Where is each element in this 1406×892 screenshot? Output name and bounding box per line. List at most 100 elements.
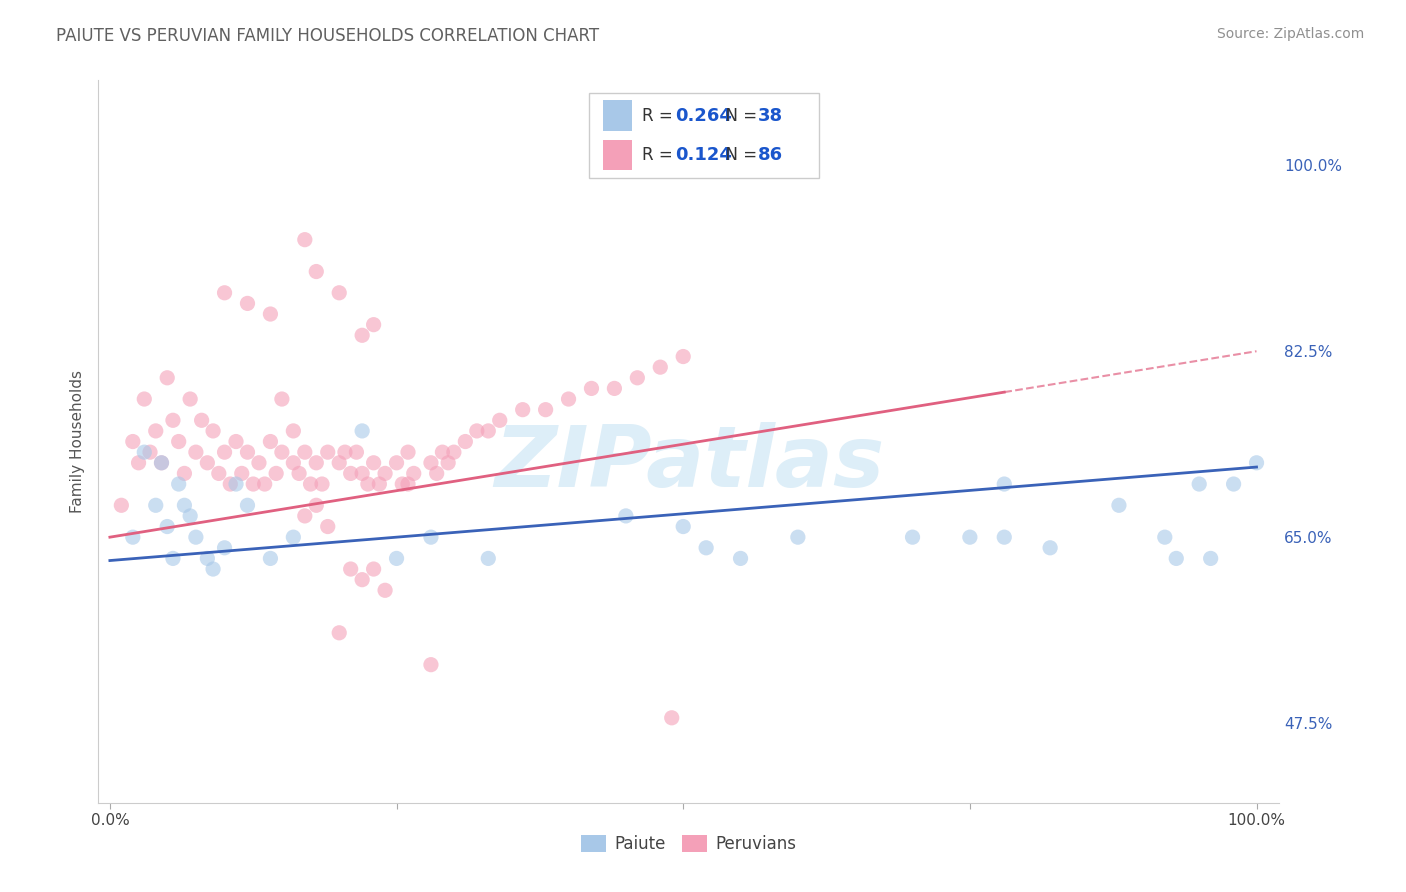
Point (581, 381, 603, 395)
Point (236, 445, 259, 459)
Point (465, 424, 488, 438)
Point (512, 402, 534, 417)
Point (219, 477, 242, 491)
Text: 0.264: 0.264 (675, 106, 731, 125)
Point (352, 573, 374, 587)
Point (305, 456, 328, 470)
Point (247, 456, 270, 470)
Point (661, 711, 683, 725)
Point (316, 519, 339, 533)
Point (202, 562, 225, 576)
Point (786, 530, 808, 544)
Point (402, 467, 425, 481)
Point (695, 541, 717, 555)
Text: 86: 86 (758, 145, 783, 164)
Y-axis label: Family Households: Family Households (69, 370, 84, 513)
Point (253, 477, 276, 491)
Point (534, 402, 557, 417)
Legend: Paiute, Peruvians: Paiute, Peruvians (575, 828, 803, 860)
Point (173, 498, 195, 512)
Point (150, 456, 173, 470)
Point (603, 381, 626, 395)
Point (443, 445, 465, 459)
Point (294, 445, 316, 459)
Point (214, 541, 236, 555)
Point (184, 445, 207, 459)
Text: R =: R = (641, 145, 678, 164)
Point (477, 551, 499, 566)
Point (374, 467, 396, 481)
Point (344, 445, 367, 459)
Point (121, 530, 143, 544)
Point (305, 264, 328, 278)
Point (195, 456, 218, 470)
Point (202, 424, 225, 438)
Point (352, 424, 374, 438)
Point (270, 445, 292, 459)
Point (339, 467, 361, 481)
Point (993, 530, 1015, 544)
Text: N =: N = (714, 106, 762, 125)
Point (208, 467, 231, 481)
Point (128, 456, 150, 470)
Point (1188, 477, 1211, 491)
Point (328, 285, 350, 300)
Point (134, 392, 156, 406)
Point (294, 233, 316, 247)
Point (134, 445, 156, 459)
Text: R =: R = (641, 106, 678, 125)
Point (1246, 456, 1268, 470)
Point (195, 551, 218, 566)
Point (214, 285, 236, 300)
Point (167, 477, 190, 491)
Point (477, 424, 499, 438)
Point (396, 477, 419, 491)
Point (184, 530, 207, 544)
Point (299, 477, 322, 491)
Point (283, 456, 305, 470)
Point (231, 467, 253, 481)
Point (626, 371, 648, 385)
Point (110, 498, 132, 512)
Point (225, 477, 247, 491)
Point (121, 434, 143, 449)
Point (352, 467, 374, 481)
Point (437, 456, 460, 470)
Point (1199, 551, 1222, 566)
Point (432, 445, 454, 459)
Text: 38: 38 (758, 106, 783, 125)
Point (242, 477, 264, 491)
Point (374, 583, 396, 598)
Point (179, 508, 201, 523)
Point (162, 551, 184, 566)
Point (901, 530, 924, 544)
FancyBboxPatch shape (589, 93, 818, 178)
Point (391, 477, 413, 491)
Point (959, 530, 981, 544)
Point (156, 519, 179, 533)
Point (264, 467, 287, 481)
Point (488, 413, 510, 427)
Point (150, 456, 173, 470)
Point (1166, 551, 1188, 566)
Point (385, 456, 408, 470)
Point (214, 445, 236, 459)
FancyBboxPatch shape (603, 140, 633, 170)
Point (311, 477, 333, 491)
Point (993, 477, 1015, 491)
Point (316, 445, 339, 459)
Point (420, 456, 443, 470)
Point (179, 392, 201, 406)
Point (259, 434, 281, 449)
Point (145, 424, 167, 438)
Point (363, 456, 385, 470)
Point (305, 498, 328, 512)
Point (167, 434, 190, 449)
Point (650, 360, 672, 375)
Text: Source: ZipAtlas.com: Source: ZipAtlas.com (1216, 27, 1364, 41)
Point (236, 498, 259, 512)
Point (672, 519, 695, 533)
Point (420, 530, 443, 544)
Text: N =: N = (714, 145, 762, 164)
Point (270, 392, 292, 406)
